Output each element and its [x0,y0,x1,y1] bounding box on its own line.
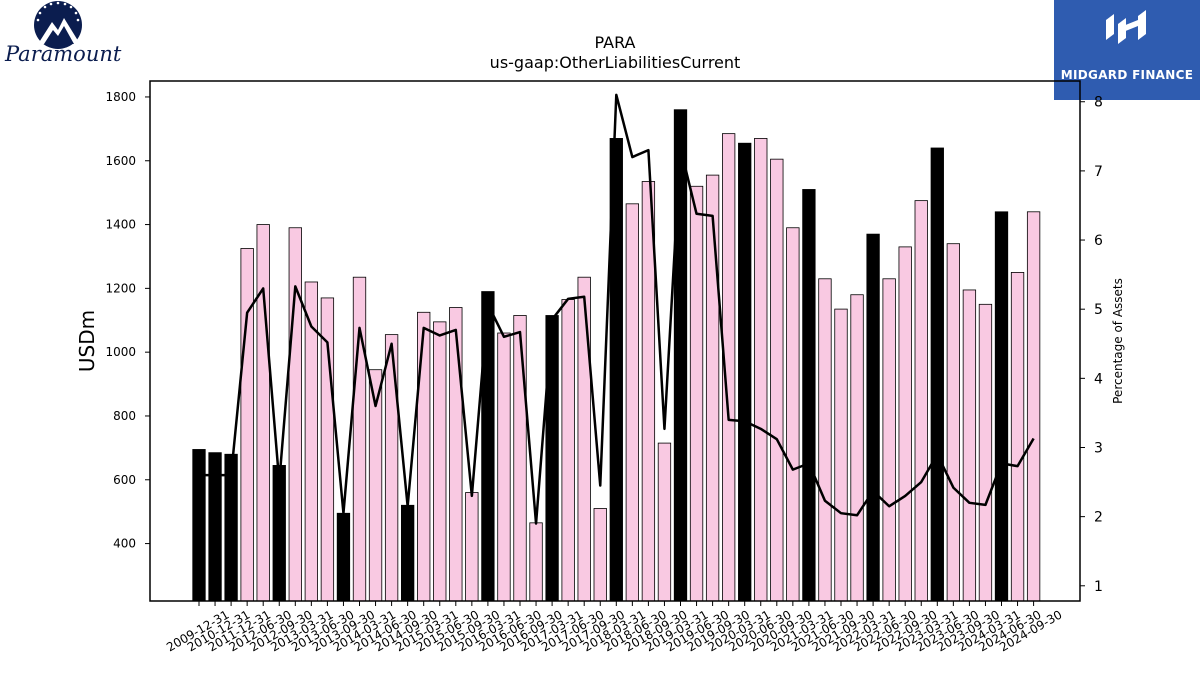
bar-2012-06-30 [256,224,270,602]
paramount-mountain-icon [34,1,82,49]
bar-2023-03-31 [946,243,960,602]
bar-2012-09-30 [272,465,286,602]
left-tick-label: 1800 [105,90,136,104]
bar-2014-12-31 [417,311,431,602]
bar-series [192,109,1041,602]
bar-2021-06-30 [834,308,848,602]
left-tick-label: 400 [113,537,136,551]
right-axis: 1 2 3 4 5 6 7 8 [1080,95,1103,595]
bar-2018-12-31 [673,109,688,602]
bar-2023-12-31 [994,211,1009,602]
bar-2015-12-31 [481,291,495,602]
bar-2015-03-31 [433,321,447,602]
left-tick-label: 1600 [105,154,136,168]
bar-2022-09-30 [914,200,928,602]
bar-2018-09-30 [657,442,672,602]
bar-2021-12-31 [866,233,880,602]
bar-2012-03-31 [240,248,254,602]
bar-2022-03-31 [882,278,896,602]
bar-2009-12-31 [192,449,206,602]
right-tick-label: 4 [1094,371,1103,387]
left-tick-label: 800 [113,409,136,423]
percentage-line [199,93,1035,525]
left-tick-label: 600 [113,473,136,487]
midgard-finance-logo: MIDGARD FINANCE [1054,0,1200,100]
bar-2022-06-30 [898,246,912,602]
bar-2022-12-31 [930,147,944,602]
paramount-logo: Paramount [0,0,121,78]
right-tick-label: 2 [1094,510,1103,526]
bar-2016-06-30 [513,315,527,602]
bar-2021-09-30 [850,294,864,602]
chart-title: PARA [595,33,636,52]
bar-2017-06-30 [577,276,591,602]
bar-2016-09-30 [529,522,543,602]
bar-2020-03-31 [754,138,768,602]
bar-2020-06-30 [770,158,784,602]
bar-2015-06-30 [449,307,463,602]
bar-2014-06-30 [384,334,399,602]
bar-2023-06-30 [962,289,977,602]
plot-frame [149,80,1081,602]
y-axis-right-label: Percentage of Assets [1111,278,1125,404]
bar-2017-03-31 [561,299,575,602]
bar-2019-03-31 [689,185,704,602]
left-tick-label: 1400 [105,218,136,232]
bar-2019-12-31 [738,142,752,602]
bar-2018-03-31 [625,203,639,602]
bar-2020-09-30 [786,227,800,602]
bar-2017-09-30 [593,508,607,602]
paramount-logo-text: Paramount [5,42,122,66]
right-tick-label: 5 [1094,302,1103,318]
chart-subtitle: us-gaap:OtherLiabilitiesCurrent [490,53,741,72]
left-tick-label: 1000 [105,345,136,359]
x-axis: 2009-12-312010-12-312011-12-312012-06-30… [164,601,1065,654]
bar-2015-09-30 [465,492,479,602]
bar-2020-12-31 [802,189,816,602]
bar-2016-12-31 [545,315,559,602]
y-axis-left-label: USDm [75,310,99,372]
bar-2012-12-31 [288,227,302,602]
bar-2014-09-30 [400,504,415,602]
right-tick-label: 6 [1094,233,1103,249]
left-tick-label: 1200 [105,281,136,295]
bar-2016-03-31 [497,332,511,602]
midgard-finance-text: MIDGARD FINANCE [1060,68,1194,82]
midgard-m-icon [1106,10,1146,44]
bar-2023-09-30 [978,303,993,602]
bar-2021-03-31 [818,278,832,602]
bar-2024-06-30 [1026,211,1041,602]
bar-2019-06-30 [705,174,720,602]
right-tick-label: 8 [1094,95,1103,111]
line-series [199,93,1035,525]
right-tick-label: 7 [1094,164,1103,180]
bar-2024-03-31 [1010,272,1025,602]
right-tick-label: 1 [1094,579,1103,595]
right-tick-label: 3 [1094,440,1103,456]
bar-2013-12-31 [352,276,367,602]
bar-2013-09-30 [336,512,351,602]
left-axis: 400 600 800 1000 1200 1400 1600 1800 [105,90,150,551]
